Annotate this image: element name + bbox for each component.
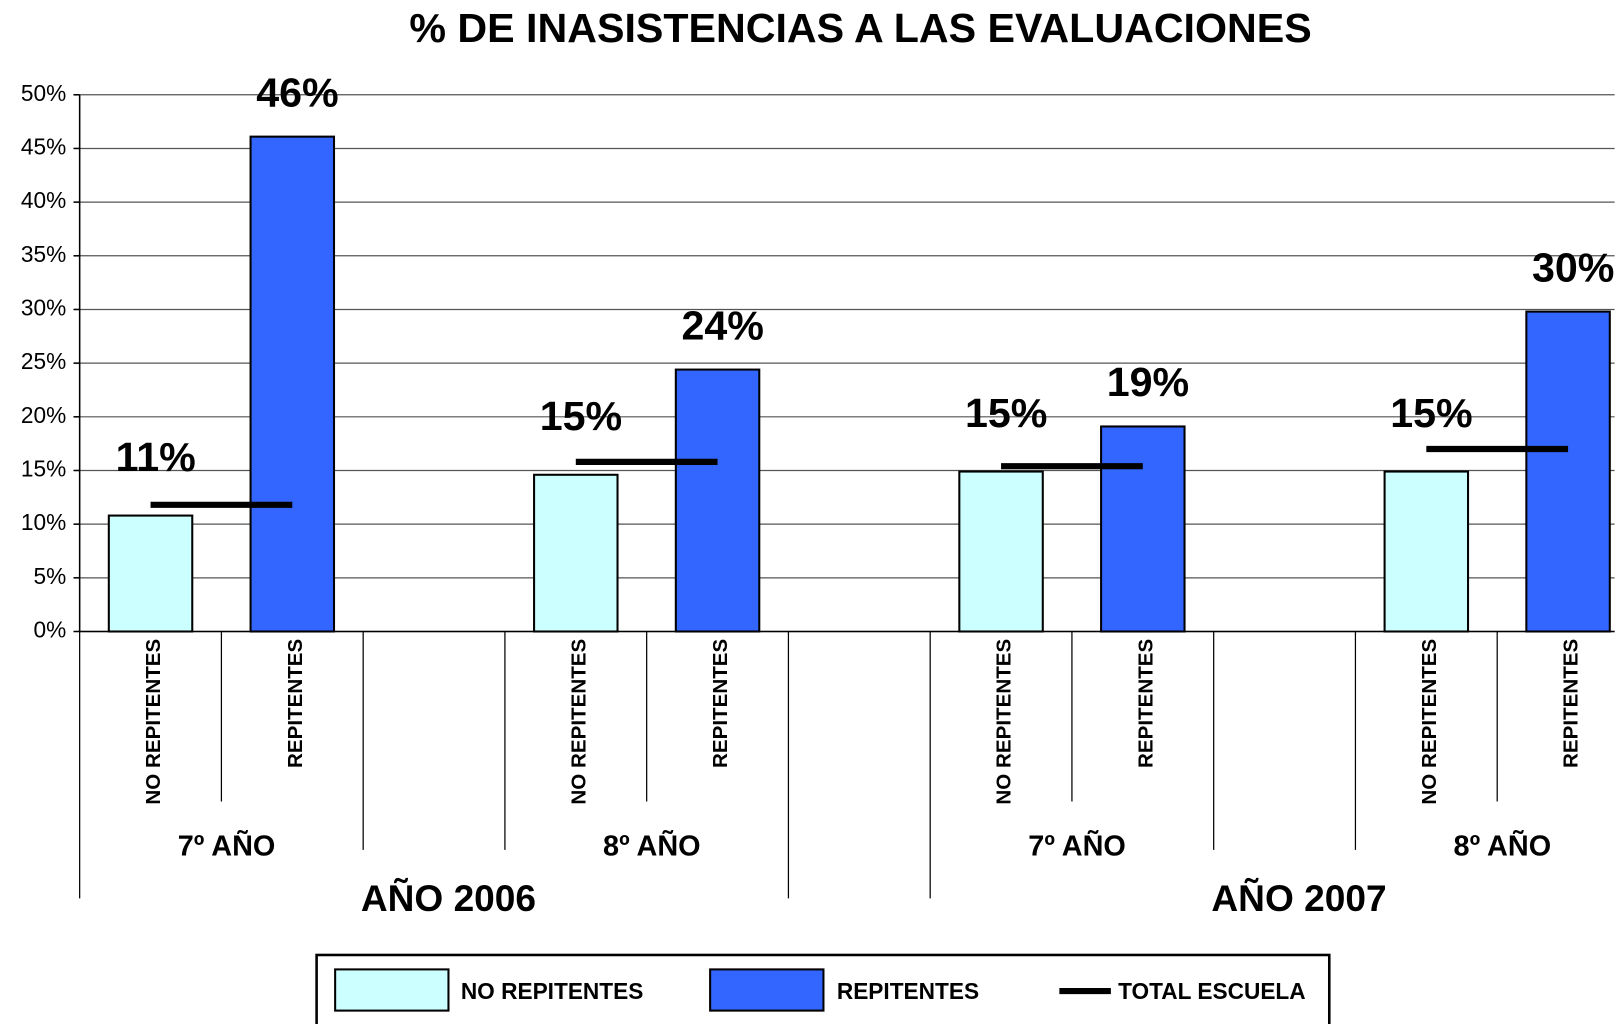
x-tick-label: NO REPITENTES bbox=[993, 639, 1016, 805]
group-label: 8º AÑO bbox=[1454, 828, 1552, 862]
y-tick-label: 10% bbox=[21, 509, 66, 535]
y-tick-label: 25% bbox=[21, 348, 66, 374]
x-tick-label: NO REPITENTES bbox=[1418, 639, 1441, 805]
x-tick-label: NO REPITENTES bbox=[567, 639, 590, 805]
year-label: AÑO 2007 bbox=[1211, 877, 1386, 919]
legend-label: TOTAL ESCUELA bbox=[1118, 978, 1306, 1004]
data-label: 11% bbox=[116, 434, 196, 480]
y-tick-label: 0% bbox=[34, 616, 67, 642]
x-tick-label: NO REPITENTES bbox=[142, 639, 165, 805]
y-tick-label: 15% bbox=[21, 455, 66, 481]
y-tick-label: 5% bbox=[34, 563, 67, 589]
x-tick-label: REPITENTES bbox=[1134, 639, 1157, 768]
data-label: 46% bbox=[256, 69, 338, 115]
data-label: 24% bbox=[681, 302, 763, 348]
chart-title: % DE INASISTENCIAS A LAS EVALUACIONES bbox=[409, 5, 1311, 51]
year-label: AÑO 2006 bbox=[361, 877, 536, 919]
data-label: 15% bbox=[965, 390, 1047, 436]
group-label: 8º AÑO bbox=[603, 828, 701, 862]
legend-swatch bbox=[334, 968, 450, 1012]
y-tick-label: 20% bbox=[21, 402, 66, 428]
bar bbox=[1100, 425, 1186, 633]
bar bbox=[533, 473, 619, 633]
y-tick-label: 35% bbox=[21, 241, 66, 267]
y-tick-label: 45% bbox=[21, 133, 66, 159]
legend-label: REPITENTES bbox=[837, 978, 979, 1004]
bar bbox=[958, 470, 1044, 633]
group-label: 7º AÑO bbox=[178, 828, 276, 862]
bar bbox=[107, 514, 194, 633]
x-tick-label: REPITENTES bbox=[709, 639, 732, 768]
bar bbox=[1525, 310, 1611, 633]
y-tick-label: 40% bbox=[21, 187, 66, 213]
data-label: 30% bbox=[1532, 244, 1614, 290]
data-label: 19% bbox=[1107, 359, 1189, 405]
data-label: 15% bbox=[540, 393, 622, 439]
x-tick-label: REPITENTES bbox=[284, 639, 307, 768]
bar bbox=[249, 135, 336, 633]
x-tick-label: REPITENTES bbox=[1560, 639, 1583, 768]
y-tick-label: 30% bbox=[21, 294, 66, 320]
y-tick-label: 50% bbox=[21, 80, 66, 106]
data-label: 15% bbox=[1390, 390, 1472, 436]
legend-label: NO REPITENTES bbox=[461, 978, 644, 1004]
bar bbox=[1383, 470, 1470, 633]
bar bbox=[674, 368, 761, 633]
group-label: 7º AÑO bbox=[1028, 828, 1126, 862]
legend-swatch bbox=[709, 968, 825, 1012]
